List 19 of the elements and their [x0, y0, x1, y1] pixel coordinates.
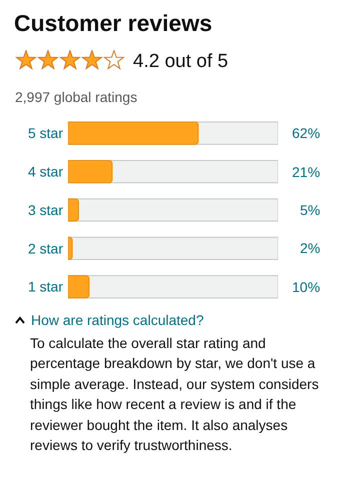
data-label: 2% — [300, 240, 320, 256]
data-label: 21% — [292, 164, 320, 180]
bar — [68, 198, 79, 222]
y-tick-label: 1 star — [28, 278, 64, 295]
text: To calculate the overall star rating and percentage breakdown by star, we don't use a simple average. Instead, our system considers things like how recent a review is and if the reviewer bought the item. It also analyses reviews to verify trustworthiness. — [30, 334, 320, 456]
text: How are ratings calculated? — [31, 312, 204, 328]
y-tick-label: 3 star — [28, 202, 64, 218]
bar — [68, 236, 73, 260]
y-tick-label: 4 star — [28, 164, 64, 180]
data-label: 10% — [292, 279, 320, 295]
data-label: 62% — [292, 125, 320, 141]
y-tick-label: 5 star — [28, 125, 64, 142]
chart-title: Customer reviews — [14, 10, 212, 37]
chart-subtitle: 4.2 out of 5 — [133, 51, 228, 73]
y-tick-label: 2 star — [28, 240, 64, 256]
bar — [68, 160, 113, 184]
bar — [68, 275, 90, 298]
data-label: 5% — [300, 202, 320, 218]
text: 2,997 global ratings — [15, 89, 138, 105]
